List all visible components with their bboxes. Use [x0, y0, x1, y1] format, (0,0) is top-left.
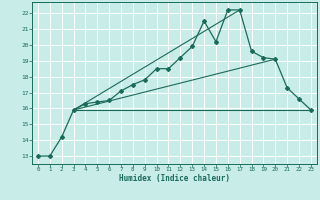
X-axis label: Humidex (Indice chaleur): Humidex (Indice chaleur) [119, 174, 230, 183]
